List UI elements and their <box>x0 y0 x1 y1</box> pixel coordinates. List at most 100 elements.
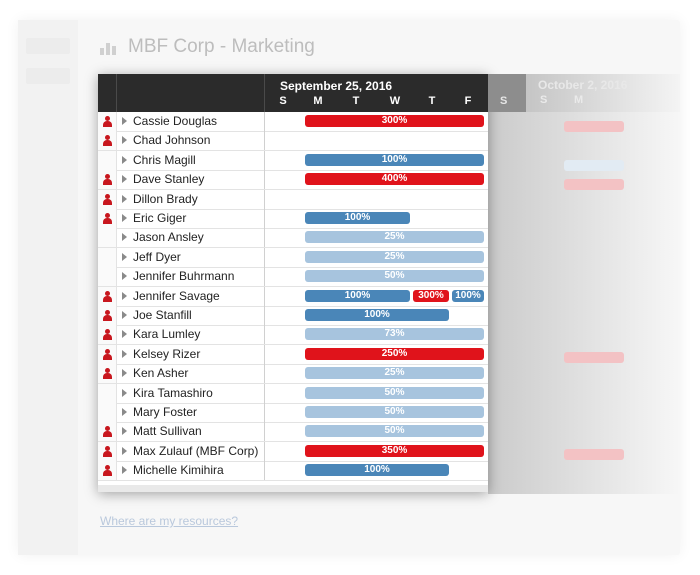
expand-arrow-icon[interactable] <box>122 408 127 416</box>
resource-name: Dave Stanley <box>133 172 205 187</box>
resource-name: Kara Lumley <box>133 327 201 342</box>
allocation-bar[interactable]: 25% <box>305 250 484 263</box>
faded-bar <box>564 449 624 460</box>
horizontal-scrollbar-track[interactable] <box>98 485 488 492</box>
name-cell: Joe Stanfill <box>117 306 265 325</box>
expand-arrow-icon[interactable] <box>122 291 127 300</box>
schedule-panel: September 25, 2016 S M T W T F Cassie Douglas… <box>98 74 488 492</box>
flag-cell <box>98 325 117 345</box>
expand-arrow-icon[interactable] <box>122 466 127 475</box>
name-cell: Cassie Douglas <box>117 112 265 131</box>
expand-arrow-icon[interactable] <box>122 252 127 261</box>
faded-bar <box>564 160 624 171</box>
resource-row[interactable]: Jennifer Buhrmann 50% <box>98 267 488 288</box>
resource-row[interactable]: Kira Tamashiro 50% <box>98 383 488 404</box>
person-icon <box>103 426 112 438</box>
name-cell: Eric Giger <box>117 209 265 228</box>
resource-row[interactable]: Jennifer Savage 100% 300% 100% <box>98 286 488 307</box>
next-day-monday: M <box>574 94 584 106</box>
resource-row[interactable]: Jeff Dyer 25% <box>98 247 488 268</box>
allocation-bar[interactable]: 100% <box>305 289 410 302</box>
expand-arrow-icon[interactable] <box>122 369 127 378</box>
resource-name: Mary Foster <box>133 405 198 419</box>
person-icon <box>103 174 112 186</box>
name-cell: Kira Tamashiro <box>117 383 265 403</box>
expand-arrow-icon[interactable] <box>122 330 127 339</box>
expand-arrow-icon[interactable] <box>122 446 127 455</box>
allocation-bar[interactable]: 100% <box>305 464 449 477</box>
expand-arrow-icon[interactable] <box>122 311 127 319</box>
header-divider <box>116 74 117 112</box>
allocation-bar[interactable]: 25% <box>305 367 484 380</box>
day-label: S <box>279 95 287 107</box>
allocation-bar[interactable]: 73% <box>305 328 484 341</box>
resource-row[interactable]: Jason Ansley 25% <box>98 228 488 249</box>
expand-arrow-icon[interactable] <box>122 194 127 203</box>
allocation-bar[interactable]: 50% <box>305 406 484 418</box>
saturday-header-cell: S <box>488 74 526 112</box>
expand-arrow-icon[interactable] <box>122 117 127 125</box>
name-cell: Mary Foster <box>117 403 265 422</box>
resource-row[interactable]: Max Zulauf (MBF Corp) 350% <box>98 441 488 462</box>
resource-row[interactable]: Ken Asher 25% <box>98 364 488 385</box>
person-icon <box>103 116 112 127</box>
resource-row[interactable]: Chad Johnson <box>98 131 488 152</box>
allocation-bar[interactable]: 100% <box>305 309 449 321</box>
name-cell: Chris Magill <box>117 150 265 170</box>
name-cell: Jennifer Buhrmann <box>117 267 265 287</box>
allocation-bar[interactable]: 400% <box>305 173 484 186</box>
resource-name: Kelsey Rizer <box>133 346 201 361</box>
resource-row[interactable]: Mary Foster 50% <box>98 403 488 423</box>
flag-cell <box>98 247 117 267</box>
expand-arrow-icon[interactable] <box>122 388 127 397</box>
resource-row[interactable]: Matt Sullivan 50% <box>98 422 488 443</box>
faded-bar <box>564 179 624 190</box>
name-cell: Jeff Dyer <box>117 247 265 267</box>
resource-row[interactable]: Kelsey Rizer 250% <box>98 344 488 365</box>
resource-name: Michelle Kimihira <box>133 463 224 478</box>
allocation-bar[interactable]: 300% <box>413 289 449 302</box>
expand-arrow-icon[interactable] <box>122 175 127 184</box>
flag-cell <box>98 228 117 248</box>
allocation-bar[interactable]: 250% <box>305 347 484 360</box>
expand-arrow-icon[interactable] <box>122 272 127 281</box>
name-cell: Dillon Brady <box>117 189 265 209</box>
resource-row[interactable]: Cassie Douglas 300% <box>98 112 488 132</box>
expand-arrow-icon[interactable] <box>122 349 127 358</box>
person-icon <box>103 290 112 302</box>
flag-cell <box>98 344 117 364</box>
expand-arrow-icon[interactable] <box>122 427 127 436</box>
allocation-bar[interactable]: 100% <box>452 289 484 302</box>
person-icon <box>103 348 112 360</box>
name-cell: Chad Johnson <box>117 131 265 151</box>
person-icon <box>103 193 112 205</box>
resource-row[interactable]: Chris Magill 100% <box>98 150 488 171</box>
person-icon <box>103 213 112 224</box>
resource-name: Chad Johnson <box>133 133 211 148</box>
expand-arrow-icon[interactable] <box>122 214 127 222</box>
allocation-bar[interactable]: 350% <box>305 444 484 457</box>
resource-row[interactable]: Dillon Brady <box>98 189 488 210</box>
where-are-my-resources-link[interactable]: Where are my resources? <box>100 514 239 528</box>
allocation-bar[interactable]: 300% <box>305 115 484 127</box>
week-label: September 25, 2016 <box>280 79 393 93</box>
expand-arrow-icon[interactable] <box>122 155 127 164</box>
allocation-bar[interactable]: 50% <box>305 425 484 438</box>
resource-row[interactable]: Michelle Kimihira 100% <box>98 461 488 482</box>
resource-row[interactable]: Dave Stanley 400% <box>98 170 488 191</box>
flag-cell <box>98 170 117 190</box>
allocation-bar[interactable]: 50% <box>305 270 484 283</box>
resource-row[interactable]: Joe Stanfill 100% <box>98 306 488 326</box>
allocation-bar[interactable]: 100% <box>305 153 484 166</box>
allocation-bar[interactable]: 25% <box>305 231 484 244</box>
flag-cell <box>98 209 117 228</box>
expand-arrow-icon[interactable] <box>122 136 127 145</box>
resource-row[interactable]: Kara Lumley 73% <box>98 325 488 346</box>
allocation-bar[interactable]: 50% <box>305 386 484 399</box>
expand-arrow-icon[interactable] <box>122 233 127 242</box>
sidebar-placeholder <box>26 38 70 54</box>
resource-row[interactable]: Eric Giger 100% <box>98 209 488 229</box>
allocation-bar[interactable]: 100% <box>305 212 410 224</box>
resource-name: Max Zulauf (MBF Corp) <box>133 443 259 458</box>
faded-bar <box>564 352 624 363</box>
